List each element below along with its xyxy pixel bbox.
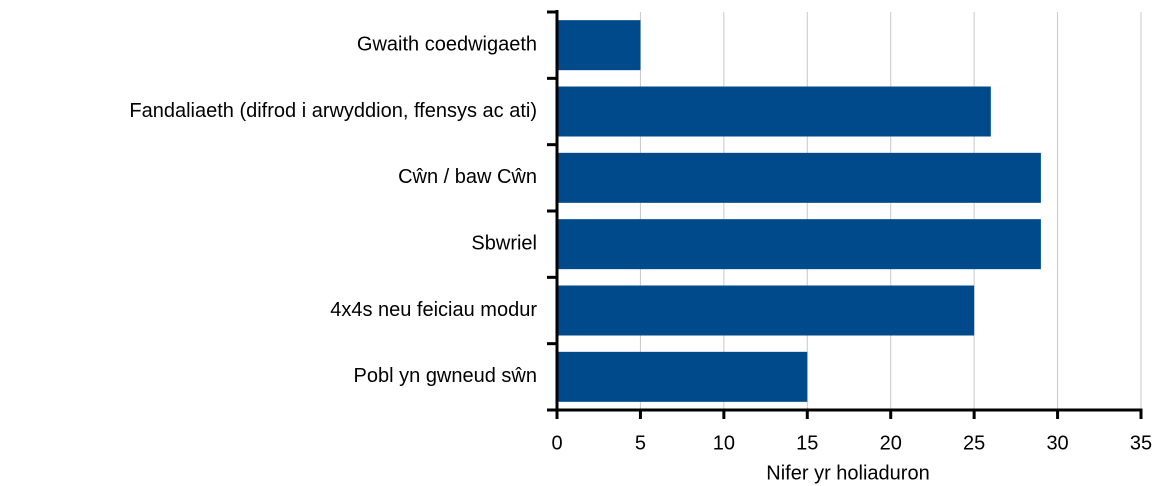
bar — [557, 152, 1041, 203]
y-tick-label: Fandaliaeth (difrod i arwyddion, ffensys… — [129, 100, 537, 122]
y-tick-label: 4x4s neu feiciau modur — [330, 299, 537, 321]
x-tick-label: 5 — [635, 432, 646, 454]
x-tick-label: 35 — [1130, 432, 1152, 454]
bar — [557, 219, 1041, 270]
y-tick-label: Sbwriel — [471, 232, 537, 254]
bar — [557, 86, 991, 137]
y-tick-label: Pobl yn gwneud sŵn — [354, 365, 537, 387]
x-tick-label: 25 — [963, 432, 985, 454]
bar — [557, 285, 975, 336]
x-tick-label: 30 — [1046, 432, 1068, 454]
x-tick-label: 15 — [796, 432, 818, 454]
x-tick-label: 10 — [713, 432, 735, 454]
x-tick-label: 20 — [880, 432, 902, 454]
bar — [557, 20, 641, 71]
y-tick-label: Gwaith coedwigaeth — [357, 33, 537, 55]
x-tick-label: 0 — [551, 432, 562, 454]
bar — [557, 351, 808, 402]
y-tick-label: Cŵn / baw Cŵn — [398, 166, 537, 188]
x-axis-label: Nifer yr holiaduron — [766, 462, 929, 484]
